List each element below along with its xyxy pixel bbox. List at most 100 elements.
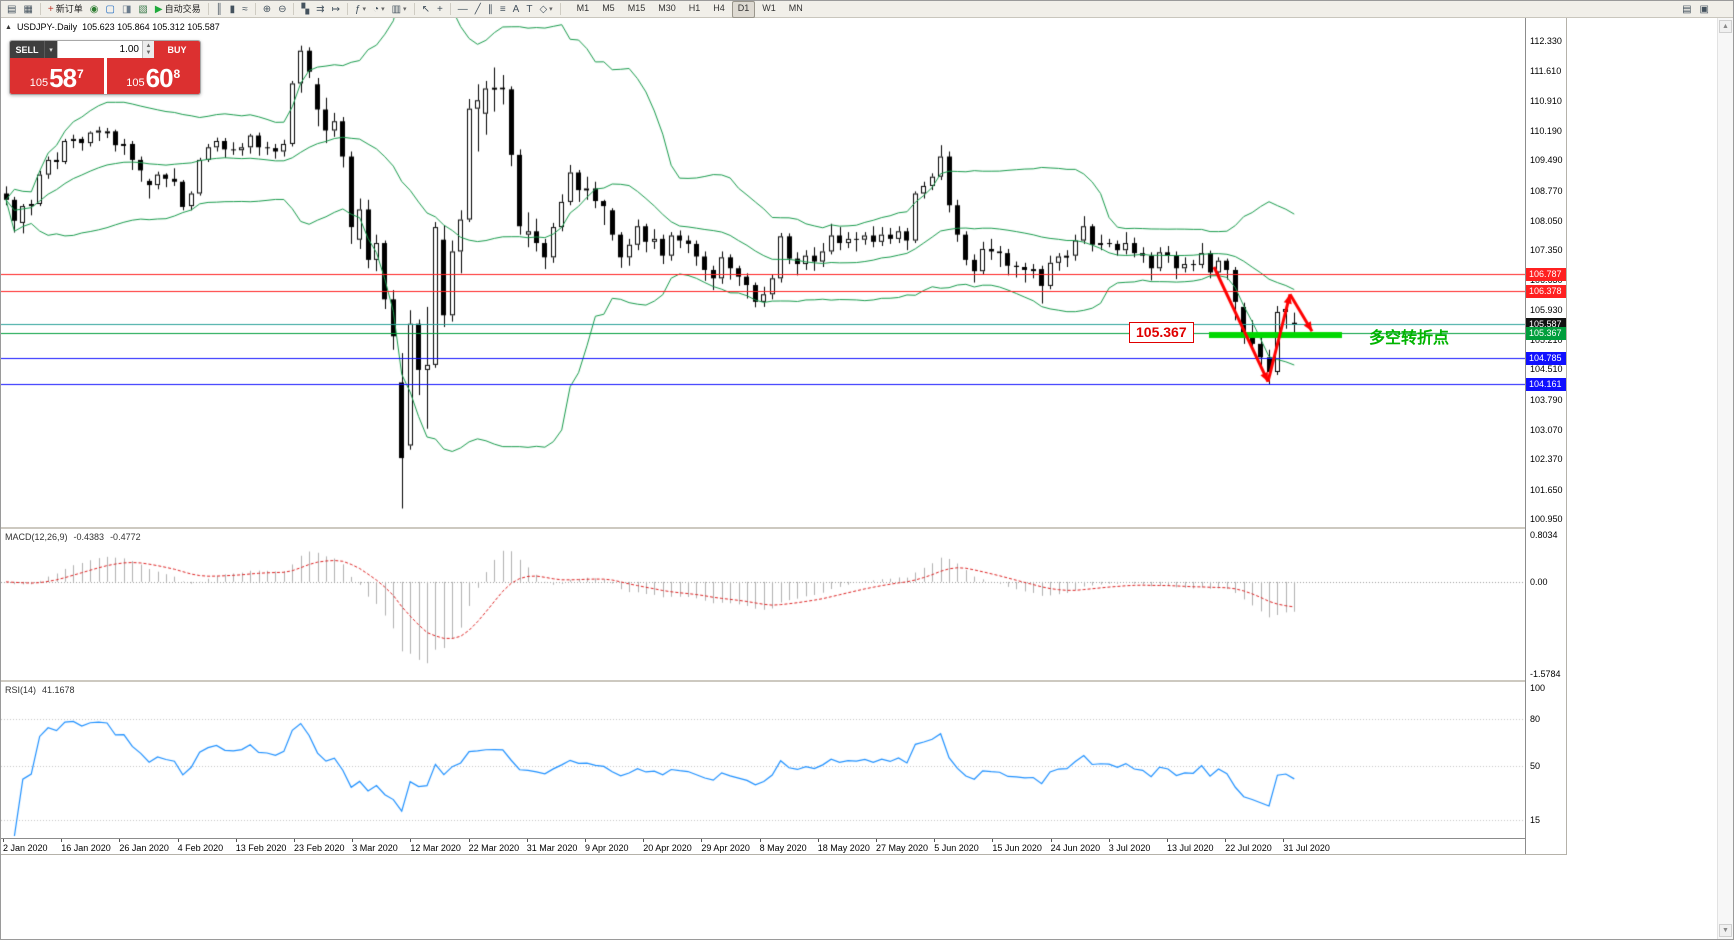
templates-button[interactable]: ▥ ▾	[389, 1, 410, 18]
timeframe-m5-button[interactable]: M5	[602, 2, 615, 13]
bar-chart-mode-icon: ║	[215, 3, 223, 15]
price-level-tag: 106.787	[1526, 267, 1566, 281]
chart-symbol-period: USDJPY-.Daily	[16, 22, 78, 32]
toolbar-separator	[559, 3, 561, 15]
timeframe-mn-button[interactable]: MN	[788, 2, 803, 13]
timeframe-m30-button[interactable]: M30	[658, 2, 676, 13]
chart-header: ▲ USDJPY-.Daily 105.623 105.864 105.312 …	[5, 22, 220, 32]
panel-separator[interactable]	[1, 527, 1566, 529]
time-axis-tick	[701, 839, 703, 842]
time-axis-tick	[352, 839, 354, 842]
time-axis-label: 4 Feb 2020	[177, 843, 224, 853]
horizontal-line-tool-button[interactable]: ―	[455, 1, 471, 18]
time-axis-tick	[585, 839, 586, 842]
text-tool-button[interactable]: A	[510, 1, 523, 18]
price-axis-label: 111.610	[1530, 66, 1562, 77]
timeframe-m15-button[interactable]: M15	[627, 2, 646, 13]
trendline-tool-icon: ╱	[474, 3, 481, 15]
time-axis-tick	[1108, 839, 1110, 842]
timeframe-m1-button[interactable]: M1	[576, 2, 590, 13]
line-chart-mode-button[interactable]: ≈	[239, 1, 251, 18]
candlestick-mode-icon: ▮	[229, 3, 236, 15]
workspace-scrollbar[interactable]: ▲ ▼	[1717, 18, 1733, 939]
market-watch-button[interactable]: ◉	[87, 1, 102, 18]
zoom-out-button[interactable]: ⊖	[275, 1, 289, 18]
price-level-tag: 105.367	[1526, 327, 1566, 341]
price-axis-label: 101.650	[1530, 484, 1563, 495]
cursor-tool-button[interactable]: ↖	[419, 1, 433, 18]
sell-price-pip: 7	[77, 67, 84, 81]
scroll-up-button[interactable]: ▲	[1719, 20, 1732, 33]
time-axis-tick	[468, 839, 470, 842]
price-axis-label: 110.910	[1530, 95, 1562, 106]
sell-price-button[interactable]: 105 58 7	[10, 58, 104, 94]
time-axis-tick	[817, 839, 819, 842]
sell-button[interactable]: SELL	[10, 41, 44, 58]
sell-price-prefix: 105	[29, 77, 49, 89]
time-periods-button[interactable]: ◔ ▾	[370, 1, 388, 18]
time-axis-tick	[294, 839, 295, 842]
price-scale[interactable]: 112.330 111.610 110.910 110.190 109.490 108.7…	[1525, 18, 1566, 854]
fibonacci-tool-button[interactable]: ≡	[497, 1, 509, 18]
time-axis-tick	[759, 839, 761, 842]
buy-price-button[interactable]: 105 60 8	[106, 58, 200, 94]
panel-separator[interactable]	[1, 680, 1566, 682]
price-axis-label: 109.490	[1530, 155, 1563, 166]
data-window-button[interactable]: ▢	[103, 1, 118, 18]
macd-panel-canvas[interactable]	[1, 529, 1525, 680]
channel-tool-button[interactable]: ∥	[485, 1, 496, 18]
buy-button[interactable]: BUY	[154, 41, 200, 58]
chart-shift-button[interactable]: ↦	[329, 1, 343, 18]
rsi-panel-canvas[interactable]	[1, 682, 1525, 838]
navigator-button[interactable]: ◨	[119, 1, 134, 18]
lot-size-input[interactable]	[57, 41, 143, 58]
buy-price-big: 60	[145, 63, 174, 93]
time-axis-label: 18 May 2020	[817, 843, 870, 853]
auto-scroll-button[interactable]: ⇉	[313, 1, 327, 18]
time-scale[interactable]: 2 Jan 2020 16 Jan 2020 26 Jan 2020 4 Feb 20…	[1, 838, 1525, 854]
terminal-button[interactable]: ▧	[135, 1, 150, 18]
time-axis-label: 29 Apr 2020	[701, 843, 750, 853]
workspace: ▲ USDJPY-.Daily 105.623 105.864 105.312 …	[1, 18, 1733, 939]
main-chart-canvas[interactable]	[1, 18, 1525, 527]
window-arrange-button[interactable]: ▣	[1697, 1, 1712, 18]
trendline-tool-button[interactable]: ╱	[472, 1, 484, 18]
time-axis-label: 12 Mar 2020	[410, 843, 461, 853]
toolbar-separator	[413, 3, 415, 15]
shapes-tool-button[interactable]: ◇ ▾	[536, 1, 555, 18]
zoom-in-button[interactable]: ⊕	[260, 1, 274, 18]
timeframe-d1-button[interactable]: D1	[731, 1, 756, 18]
lot-increment-button[interactable]: ▲	[145, 42, 152, 49]
market-watch-icon: ◉	[89, 3, 99, 15]
print-button[interactable]: ▤	[1679, 1, 1694, 18]
macd-axis-label: -1.5784	[1530, 669, 1561, 679]
time-axis-label: 8 May 2020	[759, 843, 807, 853]
chart-ohlc-values: 105.623 105.864 105.312 105.587	[82, 22, 220, 32]
chart-profiles-button[interactable]: ▦	[20, 1, 35, 18]
time-axis-tick	[526, 839, 528, 842]
time-axis-label: 31 Mar 2020	[526, 843, 578, 853]
scroll-down-button[interactable]: ▼	[1719, 924, 1732, 937]
rsi-axis-label: 50	[1530, 760, 1541, 771]
time-axis-label: 15 Jun 2020	[992, 843, 1042, 853]
horizontal-line-tool-icon: ―	[457, 3, 468, 15]
autotrading-button[interactable]: ▶ 自动交易	[152, 1, 204, 18]
candlestick-mode-button[interactable]: ▮	[227, 1, 239, 18]
lot-spinner[interactable]: ▲ ▼	[143, 41, 154, 58]
order-type-dropdown[interactable]: ▾	[44, 41, 57, 58]
time-axis-tick	[3, 839, 4, 842]
zoom-out-icon: ⊖	[278, 3, 287, 15]
bar-chart-mode-button[interactable]: ║	[213, 1, 226, 18]
crosshair-tool-button[interactable]: +	[434, 1, 446, 18]
new-chart-button[interactable]: ▤	[4, 1, 19, 18]
new-order-button[interactable]: + 新订单	[45, 1, 86, 18]
lot-decrement-button[interactable]: ▼	[145, 49, 152, 56]
timeframe-w1-button[interactable]: W1	[762, 2, 776, 13]
macd-main-value: -0.4383	[73, 532, 105, 542]
label-tool-button[interactable]: T	[523, 1, 535, 18]
tile-windows-button[interactable]: ▚	[298, 1, 312, 18]
time-periods-icon: ◔	[373, 3, 380, 15]
timeframe-h1-button[interactable]: H1	[688, 2, 701, 13]
timeframe-h4-button[interactable]: H4	[713, 2, 725, 13]
indicators-list-button[interactable]: ƒ ▾	[352, 1, 369, 18]
